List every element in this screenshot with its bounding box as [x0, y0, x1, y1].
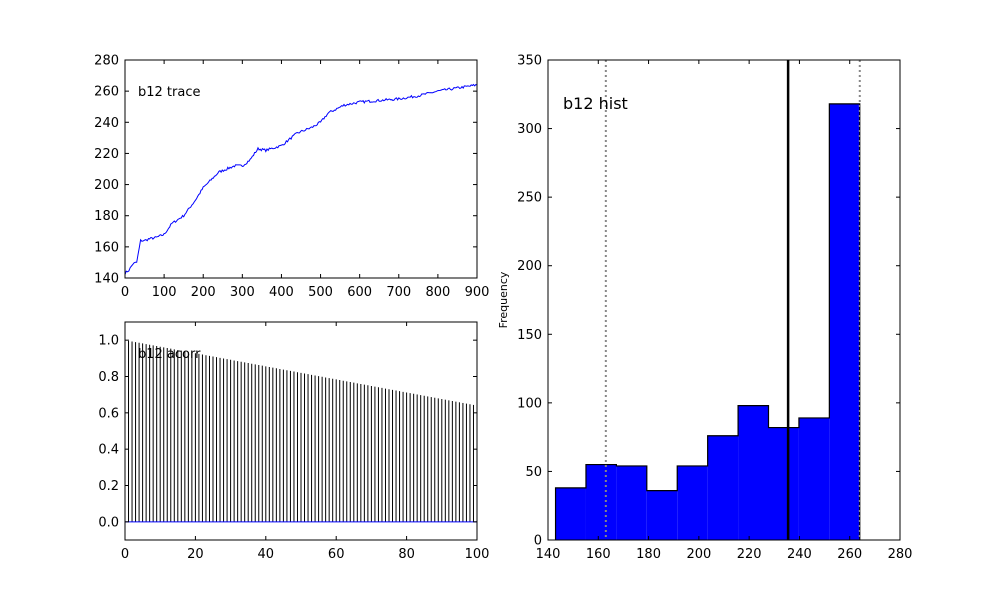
acorr-y-tick-label: 0.6 [98, 406, 119, 421]
hist-bar [798, 417, 830, 540]
trace-y-tick-label: 260 [94, 85, 119, 100]
trace-panel: 0 100 200 300 400 500 600 700 800 900 140 160 180 200… [94, 54, 489, 301]
trace-marks [124, 83, 478, 275]
hist-bar [707, 435, 739, 540]
acorr-y-tick-label: 0.4 [98, 443, 119, 458]
hist-x-tick-label: 160 [586, 547, 611, 562]
hist-x-tick-label: 140 [536, 547, 561, 562]
trace-y-tick-label: 200 [94, 178, 119, 193]
hist-y-tick-label: 200 [517, 259, 542, 274]
acorr-title: b12 acorr [138, 347, 201, 362]
hist-bar [555, 487, 586, 540]
trace-x-tick-label: 0 [121, 285, 129, 300]
hist-bar [768, 427, 799, 540]
trace-x-tick-label: 100 [152, 285, 177, 300]
hist-x-tick-label: 240 [787, 547, 812, 562]
trace-y-tick-label: 220 [94, 147, 119, 162]
hist-bar [829, 103, 860, 540]
hist-y-tick-label: 100 [517, 396, 542, 411]
acorr-marks [124, 340, 478, 523]
trace-x-tick-label: 500 [308, 285, 333, 300]
acorr-y-tick-label: 0.2 [98, 479, 119, 494]
acorr-x-tick-label: 20 [187, 547, 204, 562]
hist-y-tick-label: 250 [517, 191, 542, 206]
hist-y-tick-label: 0 [534, 534, 542, 549]
acorr-x-tick-label: 100 [465, 547, 490, 562]
trace-x-tick-label: 200 [191, 285, 216, 300]
hist-y-tick-label: 300 [517, 122, 542, 137]
trace-x-tick-label: 800 [425, 285, 450, 300]
trace-x-tick-label: 700 [386, 285, 411, 300]
acorr-x-tick-label: 80 [398, 547, 415, 562]
trace-y-tick-label: 240 [94, 116, 119, 131]
acorr-axes-frame [124, 321, 478, 541]
hist-outline [554, 103, 861, 540]
hist-axes-frame [547, 59, 901, 541]
trace-x-tick-label: 900 [465, 285, 490, 300]
trace-y-tick-label: 160 [94, 240, 119, 255]
acorr-ticks: 0 20 40 60 80 100 0.0 0.2 0.4 0.6 0.8 1.0 [98, 322, 489, 562]
hist-title: b12 hist [563, 94, 628, 113]
trace-axes-frame [124, 59, 478, 279]
acorr-y-tick-label: 0.8 [98, 370, 119, 385]
hist-ylabel: Frequency [497, 271, 510, 328]
hist-panel: 140 160 180 200 220 240 260 280 0 50 100 150 200 250 3… [497, 54, 912, 563]
trace-y-tick-label: 280 [94, 54, 119, 69]
hist-x-tick-label: 260 [837, 547, 862, 562]
hist-bar [677, 465, 708, 540]
trace-title: b12 trace [138, 85, 200, 100]
acorr-x-tick-label: 60 [328, 547, 345, 562]
trace-y-tick-label: 140 [94, 272, 119, 287]
hist-marks [554, 60, 861, 540]
hist-y-tick-label: 350 [517, 54, 542, 69]
hist-bar [738, 405, 769, 540]
trace-y-tick-label: 180 [94, 209, 119, 224]
hist-x-tick-label: 220 [737, 547, 762, 562]
acorr-x-tick-label: 0 [121, 547, 129, 562]
hist-y-tick-label: 150 [517, 328, 542, 343]
trace-x-tick-label: 600 [347, 285, 372, 300]
hist-bar [646, 490, 678, 540]
hist-x-tick-label: 200 [686, 547, 711, 562]
hist-x-tick-label: 280 [888, 547, 913, 562]
acorr-x-tick-label: 40 [258, 547, 275, 562]
trace-series-line [124, 83, 478, 275]
acorr-y-tick-label: 0.0 [98, 515, 119, 530]
trace-ticks: 0 100 200 300 400 500 600 700 800 900 140 160 180 200… [94, 54, 489, 301]
hist-bar [585, 464, 617, 540]
trace-x-tick-label: 300 [230, 285, 255, 300]
trace-x-tick-label: 400 [269, 285, 294, 300]
acorr-panel: 0 20 40 60 80 100 0.0 0.2 0.4 0.6 0.8 1.0 b12 acorr [98, 321, 489, 562]
hist-bar [616, 465, 647, 540]
acorr-y-tick-label: 1.0 [98, 334, 119, 349]
hist-x-tick-label: 180 [636, 547, 661, 562]
hist-y-tick-label: 50 [525, 465, 542, 480]
